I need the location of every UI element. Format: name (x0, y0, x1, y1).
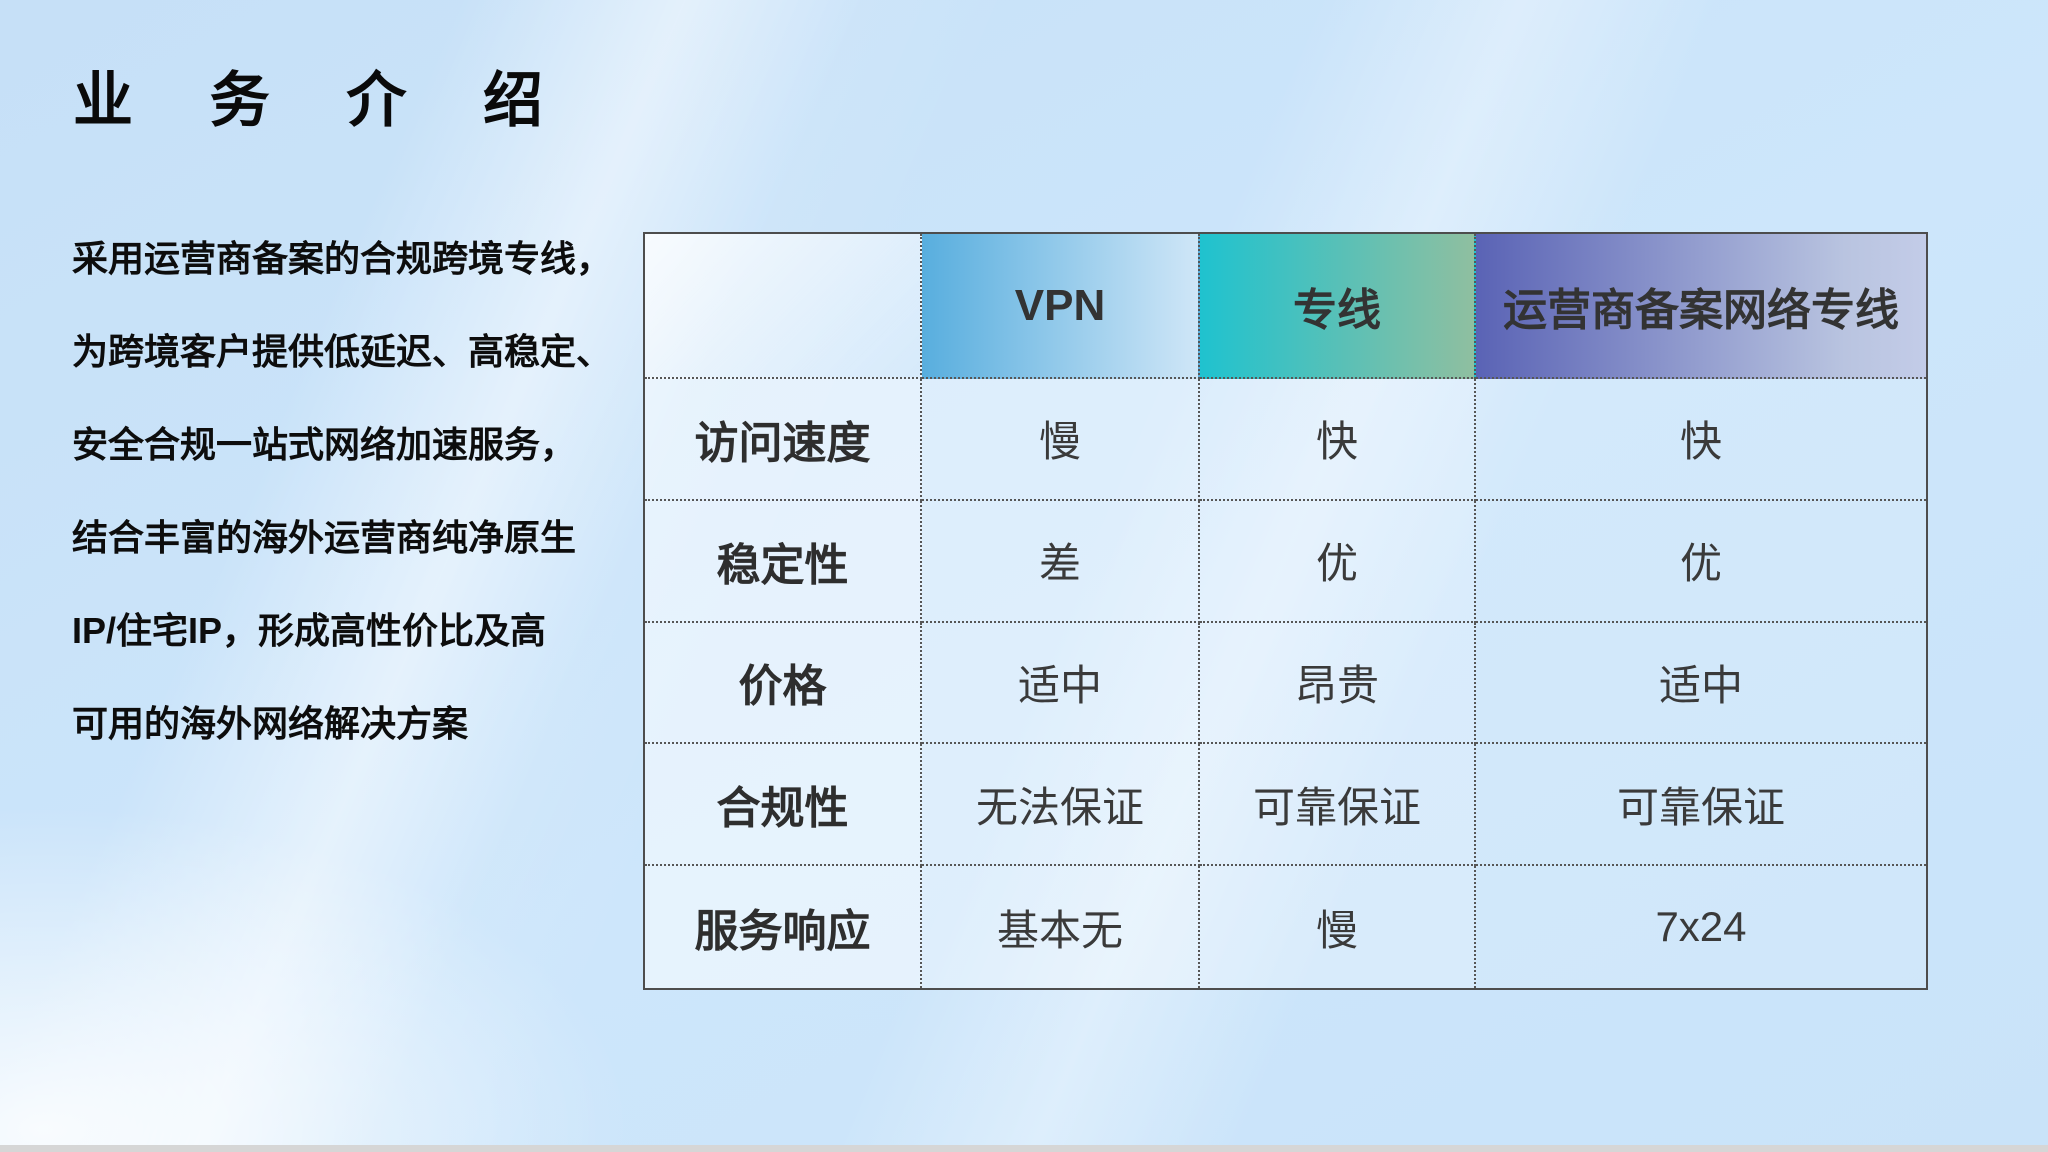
table-cell: 昂贵 (1200, 622, 1476, 745)
table-cell: 快 (1476, 379, 1926, 501)
column-header-dedicated-line: 专线 (1200, 234, 1476, 379)
table-cell: 优 (1476, 500, 1926, 623)
description-line: IP/住宅IP，形成高性价比及高 (72, 610, 547, 651)
table-cell: 差 (922, 500, 1200, 623)
table-cell: 慢 (1200, 866, 1476, 988)
description-line: 结合丰富的海外运营商纯净原生 (72, 517, 577, 558)
table-cell: 无法保证 (922, 744, 1200, 867)
column-header-vpn: VPN (922, 234, 1200, 379)
row-label-access-speed: 访问速度 (645, 379, 922, 501)
description-line: 可用的海外网络解决方案 (72, 703, 469, 744)
row-label-compliance: 合规性 (645, 744, 922, 867)
table-cell: 可靠保证 (1476, 744, 1926, 867)
column-header-carrier-registered-line: 运营商备案网络专线 (1476, 234, 1926, 379)
table-corner-cell (645, 234, 922, 379)
description-line: 采用运营商备案的合规跨境专线， (72, 238, 613, 279)
table-cell: 基本无 (922, 866, 1200, 988)
row-label-stability: 稳定性 (645, 500, 922, 623)
comparison-table: VPN 专线 运营商备案网络专线 访问速度 慢 快 快 稳定性 差 优 优 价格… (643, 232, 1928, 990)
business-description: 采用运营商备案的合规跨境专线， 为跨境客户提供低延迟、高稳定、 安全合规一站式网… (72, 212, 613, 770)
table-cell: 慢 (922, 379, 1200, 501)
bottom-edge-strip (0, 1145, 2048, 1152)
table-cell: 7x24 (1476, 866, 1926, 988)
description-line: 为跨境客户提供低延迟、高稳定、 (72, 331, 613, 372)
row-label-service-response: 服务响应 (645, 866, 922, 988)
table-cell: 适中 (1476, 622, 1926, 745)
page-title: 业 务 介 绍 (73, 67, 574, 134)
table-cell: 快 (1200, 379, 1476, 501)
table-cell: 优 (1200, 500, 1476, 623)
description-line: 安全合规一站式网络加速服务， (72, 424, 577, 465)
table-cell: 可靠保证 (1200, 744, 1476, 867)
table-cell: 适中 (922, 622, 1200, 745)
row-label-price: 价格 (645, 622, 922, 745)
